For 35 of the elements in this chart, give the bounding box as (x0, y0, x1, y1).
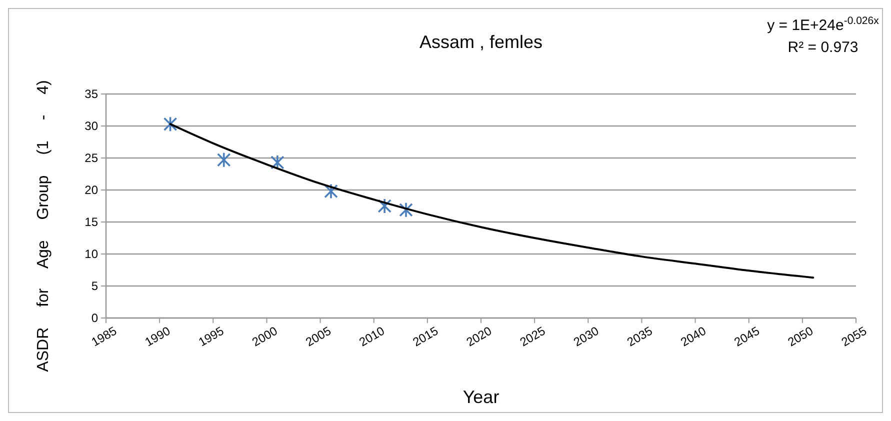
x-tick-label: 2045 (732, 324, 762, 350)
text: y = 1E+24e$^{-0.026x}$ (767, 15, 880, 34)
line-series (169, 123, 814, 279)
y-tick-label: 35 (84, 87, 98, 102)
x-tick-label: 2020 (464, 324, 494, 350)
y-tick-label: 0 (91, 311, 98, 326)
point (163, 116, 178, 132)
x-tick-label: 2000 (250, 324, 280, 350)
x-tick-label: 2015 (410, 324, 441, 350)
point (378, 198, 392, 214)
y-tick-label: 5 (91, 279, 98, 294)
x-tick-label: 1985 (88, 324, 120, 350)
point (324, 183, 338, 200)
chart-title: Assam , femles (419, 32, 543, 52)
x-tick-label: 2025 (518, 324, 548, 350)
x-tick-label: 2055 (838, 324, 870, 350)
x-tick-label: 2010 (356, 324, 388, 350)
y-tick-label: 10 (84, 247, 98, 262)
point (270, 154, 284, 170)
x-axis-title: Year (462, 387, 500, 407)
y-tick-label: 30 (84, 119, 98, 134)
x-tick-label: 1995 (196, 324, 226, 350)
text: R² = 0.973 (788, 39, 858, 56)
x-tick-label: 2050 (785, 324, 816, 350)
y-tick-label: 25 (84, 151, 98, 166)
x-tick-label: 2005 (303, 324, 334, 350)
y-tick-label: 15 (84, 215, 98, 230)
x-tick-label: 2030 (571, 324, 602, 350)
x-tick-label: 2035 (624, 324, 656, 350)
point (399, 202, 413, 218)
y-tick-label: 20 (84, 183, 98, 198)
x-tick-label: 2040 (678, 324, 709, 350)
point (216, 152, 231, 168)
x-tick-label: 1990 (142, 324, 173, 350)
y-axis-title: ASDR for Age Group (1 - 4) (35, 80, 52, 372)
